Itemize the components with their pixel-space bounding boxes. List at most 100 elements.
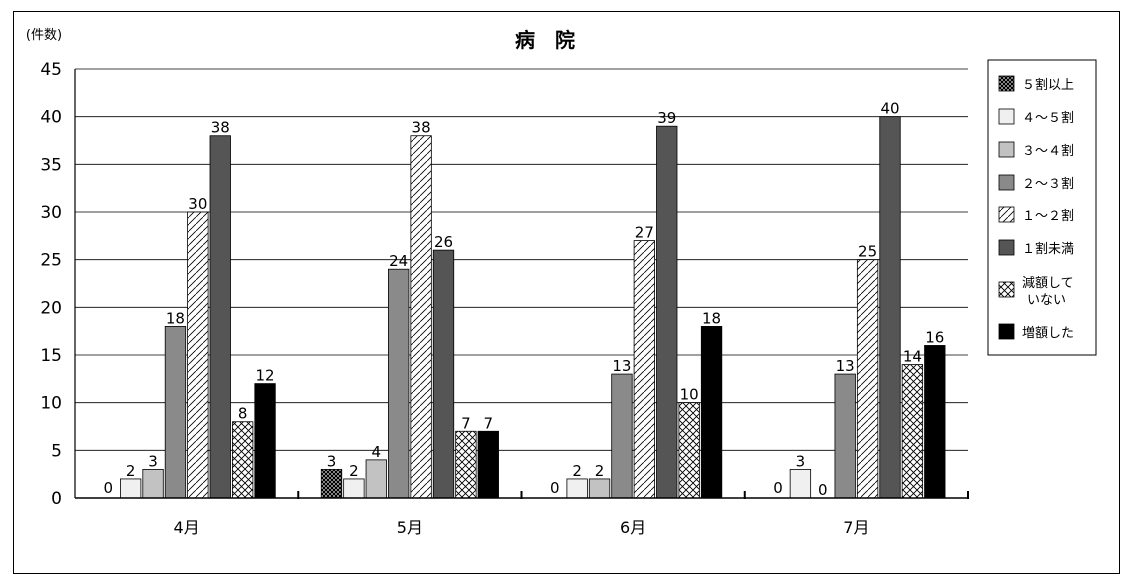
bar <box>432 249 455 499</box>
data-label: 38 <box>211 119 230 137</box>
legend-label: ２～３割 <box>1022 176 1074 192</box>
bar <box>856 259 879 499</box>
x-tick-label: 6月 <box>620 518 646 537</box>
data-label: 3 <box>327 452 337 470</box>
legend-swatch <box>998 206 1015 223</box>
y-tick-label: 5 <box>51 441 62 461</box>
bar <box>566 478 588 499</box>
y-axis-unit: (件数) <box>26 28 62 43</box>
x-tick-label: 7月 <box>843 518 869 537</box>
data-label: 24 <box>389 252 408 270</box>
bar <box>365 459 387 499</box>
data-label: 2 <box>349 462 359 480</box>
data-label-zero: 0 <box>773 479 783 497</box>
data-label: 2 <box>572 462 582 480</box>
y-axis-ticks: 0 5 10 15 20 25 30 35 40 45 <box>40 60 62 509</box>
bar <box>320 468 343 499</box>
chart-title: 病 院 <box>515 28 575 52</box>
data-label: 25 <box>858 243 877 261</box>
data-label: 40 <box>880 100 899 118</box>
data-label: 3 <box>148 452 158 470</box>
legend-swatch <box>998 239 1015 256</box>
data-label: 16 <box>925 328 944 346</box>
data-label: 8 <box>238 405 248 423</box>
bar <box>410 135 432 499</box>
data-label: 13 <box>612 357 631 375</box>
x-tick-label: 4月 <box>174 518 200 537</box>
legend-label: １割未満 <box>1022 241 1074 257</box>
data-label-zero: 0 <box>103 479 113 497</box>
data-label: 18 <box>702 309 721 327</box>
data-label: 7 <box>461 414 471 432</box>
legend-swatch <box>998 174 1015 191</box>
bar <box>254 383 276 499</box>
data-label-zero: 0 <box>550 479 560 497</box>
bars <box>120 116 946 499</box>
legend-swatch <box>998 108 1015 125</box>
bar <box>455 430 477 499</box>
y-tick-label: 0 <box>51 489 62 509</box>
bar <box>209 135 231 499</box>
bar <box>164 325 187 499</box>
bar <box>231 421 254 499</box>
legend-swatch <box>998 323 1015 340</box>
bar <box>879 116 901 499</box>
gridlines <box>75 68 968 451</box>
data-label: 27 <box>635 224 654 242</box>
data-label: 2 <box>126 462 136 480</box>
legend-label: ３～４割 <box>1022 143 1074 159</box>
bar <box>120 478 142 499</box>
x-axis: 4月 5月 6月 7月 <box>74 69 969 537</box>
bar <box>588 478 611 499</box>
bar <box>477 430 499 499</box>
bar <box>656 125 678 499</box>
data-label: 39 <box>657 109 676 127</box>
chart-frame <box>13 11 1120 574</box>
bar <box>187 211 209 499</box>
data-label: 38 <box>412 119 431 137</box>
data-label: 4 <box>372 443 382 461</box>
data-label: 7 <box>484 414 494 432</box>
y-tick-label: 40 <box>40 108 62 128</box>
data-label: 13 <box>836 357 855 375</box>
data-label: 3 <box>796 452 806 470</box>
bar <box>678 402 700 499</box>
data-label: 10 <box>680 386 699 404</box>
data-label: 18 <box>166 309 185 327</box>
bar <box>611 373 633 499</box>
y-tick-label: 35 <box>40 155 62 175</box>
data-label: 0 <box>818 481 828 499</box>
bar <box>924 345 946 499</box>
x-tick-label: 5月 <box>397 518 423 537</box>
legend-label: 増額した <box>1022 326 1074 341</box>
y-tick-label: 25 <box>40 251 62 271</box>
y-tick-label: 20 <box>40 298 62 318</box>
y-tick-label: 30 <box>40 203 62 223</box>
data-label: 30 <box>188 195 207 213</box>
bar <box>789 468 812 499</box>
data-label: 12 <box>256 367 275 385</box>
data-label: 2 <box>595 462 605 480</box>
bar <box>633 240 655 499</box>
bar <box>388 268 410 499</box>
y-tick-label: 45 <box>40 60 62 80</box>
legend-label: 減額していない <box>1022 275 1074 308</box>
bar <box>343 478 365 499</box>
legend-swatch <box>998 75 1015 92</box>
y-tick-label: 15 <box>40 346 62 366</box>
legend-label: ５割以上 <box>1022 77 1074 93</box>
data-label: 14 <box>903 348 922 366</box>
legend-swatch <box>998 281 1015 298</box>
y-tick-label: 10 <box>40 394 62 414</box>
data-label: 26 <box>434 233 453 251</box>
bar <box>901 364 924 499</box>
bar <box>142 468 164 499</box>
bar <box>700 325 723 499</box>
legend-swatch <box>998 141 1015 158</box>
legend-label: ４～５割 <box>1022 110 1074 126</box>
legend-label: １～２割 <box>1022 208 1074 224</box>
bar <box>834 373 856 499</box>
